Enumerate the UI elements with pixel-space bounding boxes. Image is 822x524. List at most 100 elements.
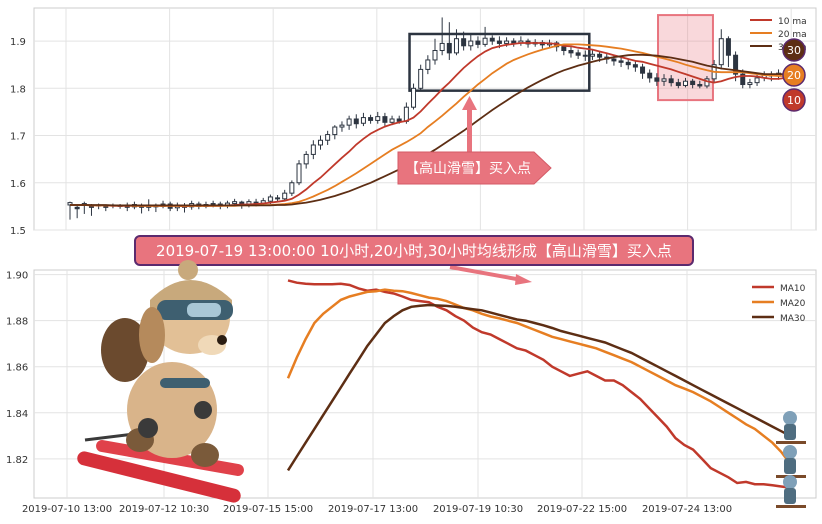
candle-body (747, 82, 753, 86)
candle-body (504, 40, 510, 44)
top-legend-label: 20 ma (778, 30, 807, 40)
candle-body (396, 118, 402, 122)
chart-title: 2019-07-19 13:00:00 10小时,20小时,30小时均线形成【高… (156, 242, 672, 260)
candle-body (597, 53, 603, 58)
candle-body (418, 68, 424, 89)
top-y-tick-labels: 1.9 1.8 1.7 1.6 1.5 (10, 37, 26, 237)
bottom-legend-label: MA30 (780, 314, 806, 324)
candle-body (675, 82, 681, 86)
ma-badge (782, 88, 806, 112)
candle-body (489, 37, 495, 42)
candle-body (88, 205, 94, 208)
candle-body (511, 40, 517, 44)
candle-body (568, 50, 574, 54)
candle-body (289, 182, 295, 194)
buy-point-label: 【高山滑雪】买入点 (397, 151, 552, 185)
buy-point-label-text: 【高山滑雪】买入点 (405, 160, 531, 177)
candle-body (339, 124, 345, 128)
ma-badge (782, 38, 806, 62)
candle-body (432, 50, 438, 61)
ma-badges: 30 20 10 (782, 38, 806, 112)
bottom-legend-label: MA10 (780, 284, 806, 294)
top-y-tick-label: 1.7 (10, 132, 26, 143)
bottom-ma-line (287, 279, 791, 489)
bottom-x-tick-label: 2019-07-15 15:00 (223, 504, 313, 515)
top-legend-label: 10 ma (778, 17, 807, 27)
candle-body (475, 40, 481, 45)
bottom-ma-line (286, 288, 791, 465)
title-pointer-arrow (449, 265, 532, 285)
candle-body (267, 196, 273, 202)
candle-body (375, 116, 381, 121)
bottom-x-tick-label: 2019-07-12 10:30 (119, 504, 209, 515)
top-y-tick-label: 1.5 (10, 226, 26, 237)
candle-body (582, 54, 588, 57)
bottom-x-tick-label: 2019-07-19 10:30 (433, 504, 523, 515)
ma-badge-label: 10 (787, 94, 801, 107)
candle-body (382, 116, 388, 123)
candle-body (618, 60, 624, 63)
candle-body (718, 38, 724, 66)
candle-body (310, 144, 316, 155)
candle-body (733, 54, 739, 75)
candle-body (325, 134, 331, 141)
candle-body (697, 84, 703, 87)
candle-body (275, 197, 281, 200)
candle-body (496, 40, 502, 44)
bottom-x-tick-labels: 2019-07-10 13:00 2019-07-12 10:30 2019-07-… (22, 504, 732, 515)
candle-body (589, 53, 595, 57)
candle-body (403, 106, 409, 122)
candle-body (346, 118, 352, 126)
bottom-ma-line (286, 303, 791, 472)
candle-body (482, 37, 488, 45)
bottom-x-tick-label: 2019-07-10 13:00 (22, 504, 112, 515)
candle-body (668, 78, 674, 84)
candle-body (389, 118, 395, 123)
top-y-tick-label: 1.6 (10, 179, 26, 190)
candle-body (232, 201, 238, 205)
candle-body (561, 46, 567, 52)
candle-body (625, 61, 631, 66)
candle-body (611, 58, 617, 62)
candle-body (317, 139, 323, 146)
bottom-y-tick-label: 1.82 (6, 455, 28, 466)
candle-body (682, 80, 688, 86)
candle-body (661, 78, 667, 82)
ma-badge (782, 63, 806, 87)
candle-body (368, 117, 374, 121)
bottom-grid (34, 270, 816, 498)
ma-badge-label: 20 (787, 69, 801, 82)
candle-body (446, 42, 452, 54)
top-plot-area (33, 7, 817, 231)
candle-body (411, 87, 417, 108)
candle-body (725, 38, 731, 56)
candle-body (210, 203, 216, 206)
bottom-y-tick-label: 1.86 (6, 363, 28, 374)
candle-body (332, 126, 338, 136)
candle-body (439, 42, 445, 52)
candle-body (632, 64, 638, 68)
bottom-legend-label: MA20 (780, 299, 806, 309)
candle-body (461, 38, 467, 47)
bottom-y-tick-labels: 1.90 1.88 1.86 1.84 1.82 (6, 271, 28, 466)
buy-point-up-arrow (462, 96, 477, 154)
ma-badge-label: 30 (787, 44, 801, 57)
candle-body (303, 153, 309, 165)
candle-body (103, 205, 109, 208)
candle-body (754, 77, 760, 84)
top-y-tick-label: 1.9 (10, 37, 26, 48)
top-y-tick-label: 1.8 (10, 84, 26, 95)
candle-body (690, 80, 696, 86)
bottom-ma-lines (286, 279, 791, 489)
bottom-legend: MA10 MA20 MA30 (752, 284, 806, 324)
candle-body (640, 66, 646, 74)
candle-body (296, 163, 302, 184)
candlestick-series (67, 17, 803, 220)
candle-body (740, 73, 746, 86)
bottom-y-tick-label: 1.84 (6, 409, 28, 420)
bottom-y-tick-label: 1.90 (6, 271, 28, 282)
candle-body (282, 192, 288, 200)
bottom-x-tick-label: 2019-07-24 13:00 (642, 504, 732, 515)
